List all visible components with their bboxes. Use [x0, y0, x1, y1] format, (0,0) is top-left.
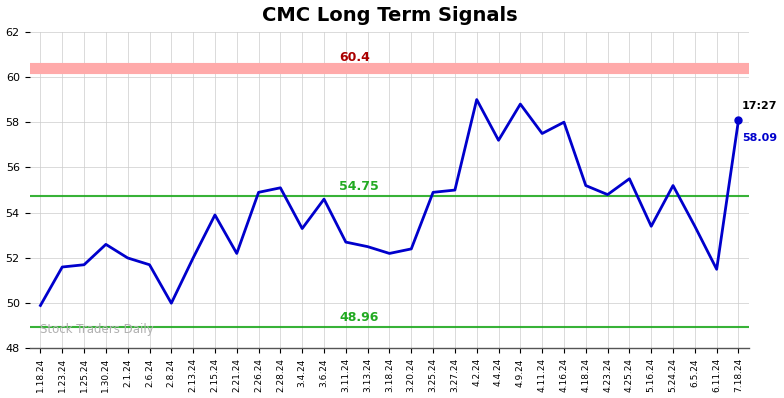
Text: 60.4: 60.4 — [339, 51, 370, 64]
Title: CMC Long Term Signals: CMC Long Term Signals — [262, 6, 517, 25]
Text: 48.96: 48.96 — [339, 312, 379, 324]
Text: 17:27: 17:27 — [742, 101, 777, 111]
Text: 58.09: 58.09 — [742, 133, 777, 142]
Text: Stock Traders Daily: Stock Traders Daily — [40, 323, 154, 336]
Text: 54.75: 54.75 — [339, 180, 379, 193]
